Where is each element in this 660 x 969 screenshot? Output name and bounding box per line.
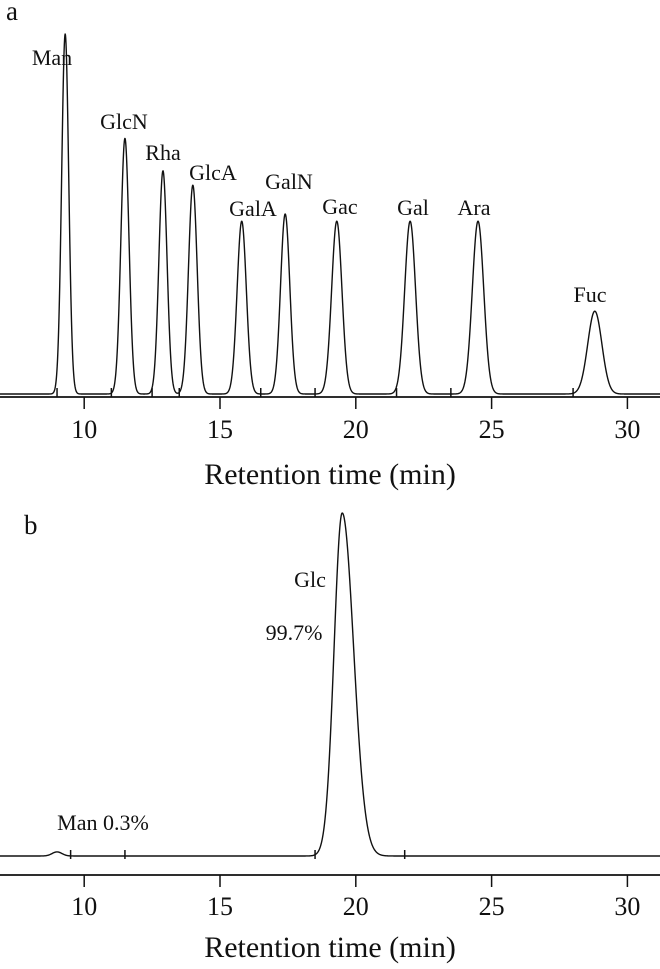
peak-label-rha: Rha: [145, 140, 181, 165]
panel-a-x-tick-label: 15: [207, 415, 233, 444]
panel-b-x-tick-label: 30: [614, 892, 640, 921]
panel-b-x-tick-label: 10: [71, 892, 97, 921]
panel-a-x-tick-label: 20: [343, 415, 369, 444]
panel-b-x-tick-label: 20: [343, 892, 369, 921]
peak-label-man: Man: [32, 45, 72, 70]
peak-label-ara: Ara: [458, 195, 491, 220]
panel-b-x-axis-title: Retention time (min): [204, 931, 456, 964]
peak-label-gal: Gal: [397, 195, 429, 220]
panel-b-chart: b 10 15 20 25 30 Man 0.3% Glc 99.7% Retention …: [0, 510, 660, 964]
panel-b-chromatogram-trace: [0, 512, 660, 857]
panel-b-x-tick-label: 25: [479, 892, 505, 921]
peak-label-galn: GalN: [265, 169, 313, 194]
peak-label-fuc: Fuc: [574, 282, 607, 307]
peak-label-glc: Glc: [294, 567, 326, 592]
panel-b-x-tick-label: 15: [207, 892, 233, 921]
peak-label-gala: GalA: [229, 196, 277, 221]
panel-a-x-tick-label: 10: [71, 415, 97, 444]
peak-label-glcn: GlcN: [100, 109, 148, 134]
panel-a-x-ticks: 10 15 20 25 30: [56, 388, 640, 444]
panel-b-peak-labels: Man 0.3% Glc 99.7%: [57, 567, 326, 835]
panel-a-x-tick-label: 30: [614, 415, 640, 444]
peak-label-gac: Gac: [322, 194, 358, 219]
peak-label-glca: GlcA: [189, 160, 237, 185]
peak-percent-glc: 99.7%: [266, 620, 323, 645]
peak-label-man: Man 0.3%: [57, 810, 149, 835]
panel-a-x-axis-title: Retention time (min): [204, 458, 456, 491]
panel-b-x-ticks: 10 15 20 25 30: [69, 850, 640, 921]
panel-a-chromatogram-trace: [0, 33, 660, 395]
panel-b-letter: b: [24, 510, 38, 540]
panel-a-letter: a: [6, 0, 18, 26]
panel-a-x-tick-label: 25: [479, 415, 505, 444]
